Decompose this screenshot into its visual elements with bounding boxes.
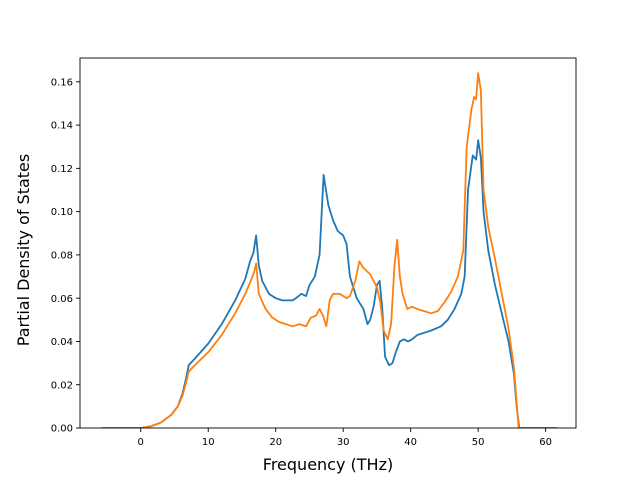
y-tick-label: 0.12 [51, 164, 73, 175]
series-line-1 [102, 139, 557, 428]
y-axis-title: Partial Density of States [14, 154, 33, 346]
x-tick-label: 50 [472, 437, 485, 448]
x-tick-label: 0 [138, 437, 144, 448]
y-tick-label: 0.14 [51, 121, 73, 132]
y-tick-label: 0.04 [51, 337, 73, 348]
x-tick-label: 40 [404, 437, 417, 448]
y-tick-label: 0.02 [51, 380, 73, 391]
series-line-2 [102, 72, 557, 428]
plot-frame [79, 57, 577, 429]
y-tick-label: 0.16 [51, 77, 73, 88]
x-tick-label: 10 [202, 437, 215, 448]
series-layer [102, 72, 557, 428]
x-tick-label: 30 [337, 437, 350, 448]
y-tick-label: 0.08 [51, 251, 73, 262]
y-tick-label: 0.06 [51, 294, 73, 305]
axes-layer: 0 10 20 30 40 50 60 0.00 0.02 0.04 0.06 0.08 0.10 0.1… [51, 57, 577, 448]
y-tick-label: 0.10 [51, 207, 73, 218]
x-tick-label: 20 [269, 437, 282, 448]
y-tick-label: 0.00 [51, 424, 73, 435]
x-axis-title: Frequency (THz) [263, 455, 393, 474]
x-tick-label: 60 [539, 437, 552, 448]
